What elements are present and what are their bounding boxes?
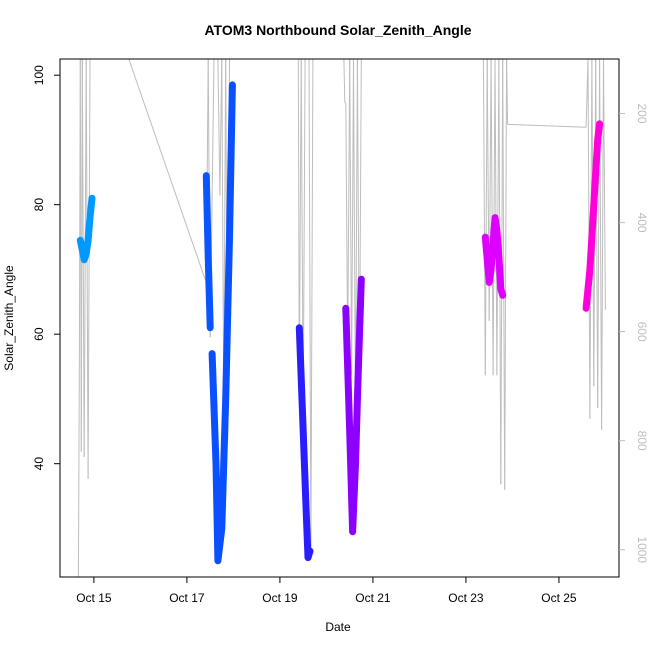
y-tick-label: 60 bbox=[32, 327, 46, 341]
y-axis: 40 60 80 100 bbox=[32, 65, 60, 471]
altitude-trace-segment bbox=[343, 58, 346, 103]
altitude-trace-segment bbox=[504, 58, 508, 490]
right-tick-label: 800 bbox=[635, 431, 649, 451]
altitude-trace-segment bbox=[128, 58, 206, 280]
altitude-trace-segment bbox=[221, 58, 225, 398]
altitude-trace-segment bbox=[482, 58, 486, 376]
altitude-trace-segment bbox=[347, 58, 351, 354]
altitude-trace-segment bbox=[603, 58, 606, 310]
x-axis: Oct 15 Oct 17 Oct 19 Oct 21 Oct 23 Oct 25 bbox=[76, 576, 577, 605]
altitude-trace-segment bbox=[506, 58, 509, 125]
x-axis-label: Date bbox=[325, 620, 351, 634]
series-line bbox=[208, 81, 236, 565]
altitude-trace-segment bbox=[601, 58, 604, 430]
altitude-trace-segment bbox=[85, 58, 89, 479]
x-tick-label: Oct 21 bbox=[355, 591, 391, 605]
altitude-trace-segment bbox=[502, 58, 506, 490]
altitude-trace-segment bbox=[351, 58, 354, 376]
altitude-trace-segment bbox=[595, 58, 599, 409]
chart-title: ATOM3 Northbound Solar_Zenith_Angle bbox=[204, 22, 471, 38]
series-line bbox=[295, 324, 314, 562]
x-tick-label: Oct 23 bbox=[448, 591, 484, 605]
altitude-trace-segment bbox=[77, 353, 80, 578]
altitude-trace-segment bbox=[87, 58, 91, 479]
y-tick-label: 80 bbox=[32, 198, 46, 212]
y-tick-label: 100 bbox=[32, 65, 46, 85]
x-tick-label: Oct 25 bbox=[541, 591, 577, 605]
plot-area bbox=[76, 58, 606, 578]
series-line bbox=[582, 120, 604, 312]
series-line bbox=[76, 194, 96, 264]
altitude-trace-segment bbox=[349, 58, 353, 376]
series-line bbox=[202, 172, 214, 332]
altitude-trace-segment bbox=[308, 58, 312, 550]
altitude-trace-layer bbox=[77, 58, 606, 578]
altitude-trace-segment bbox=[599, 58, 603, 430]
altitude-trace-segment bbox=[310, 58, 314, 550]
altitude-trace-segment bbox=[484, 58, 488, 376]
plot-frame bbox=[59, 58, 620, 578]
x-tick-label: Oct 19 bbox=[262, 591, 298, 605]
x-tick-label: Oct 15 bbox=[76, 591, 112, 605]
altitude-trace-segment bbox=[217, 58, 221, 196]
right-tick-label: 400 bbox=[635, 213, 649, 233]
right-tick-label: 1000 bbox=[635, 536, 649, 563]
altitude-trace-segment bbox=[507, 123, 587, 128]
series-line bbox=[342, 275, 365, 536]
y-tick-label: 40 bbox=[32, 457, 46, 471]
altitude-trace-segment bbox=[597, 58, 601, 409]
series-line bbox=[481, 214, 507, 299]
right-tick-label: 600 bbox=[635, 322, 649, 342]
right-axis: 200 400 600 800 1000 bbox=[619, 104, 649, 563]
series-layer bbox=[76, 81, 604, 565]
x-tick-label: Oct 17 bbox=[169, 591, 205, 605]
y-axis-label: Solar_Zenith_Angle bbox=[2, 265, 16, 371]
right-tick-label: 200 bbox=[635, 104, 649, 124]
